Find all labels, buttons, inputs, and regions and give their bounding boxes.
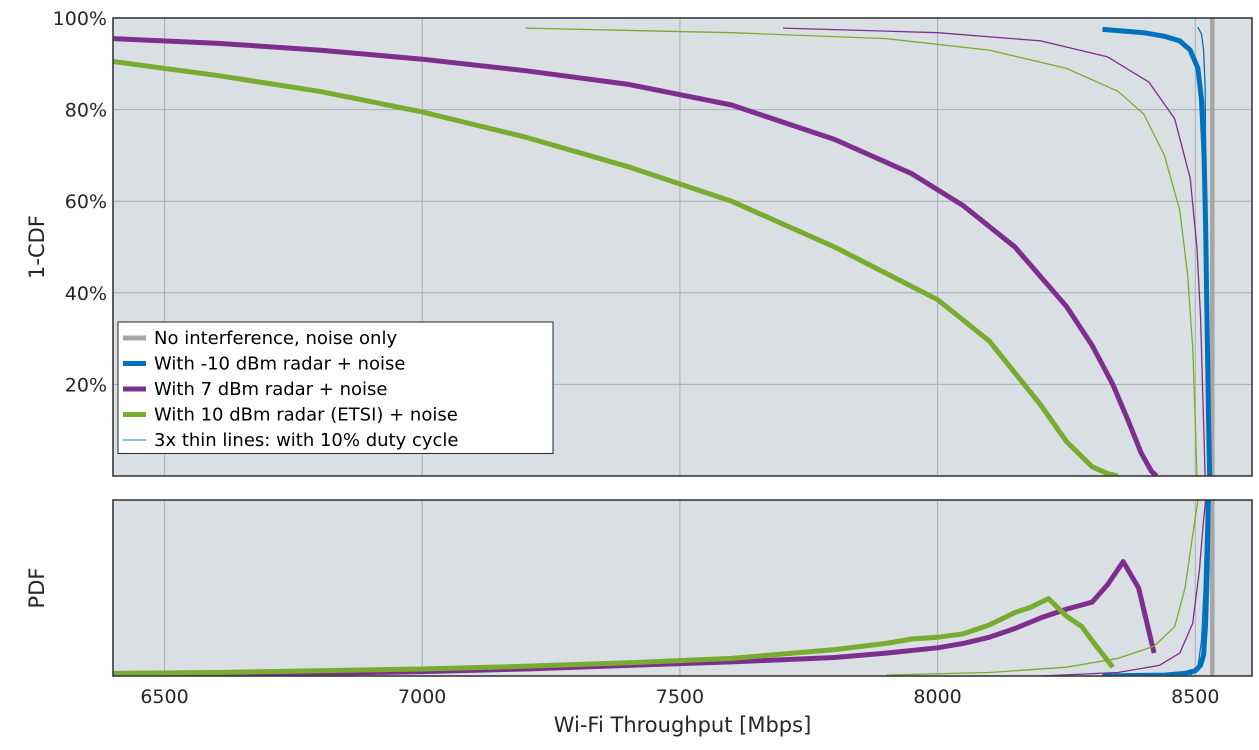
xtick-label-8000: 8000: [913, 686, 961, 708]
ytick-label-40: 40%: [65, 283, 107, 305]
legend-label-4: 3x thin lines: with 10% duty cycle: [154, 430, 459, 451]
ytick-label-80: 80%: [65, 100, 107, 122]
ytick-label-100: 100%: [53, 8, 107, 30]
panel-bottom: 6500 7000 7500 8000 8500 PDF Wi-Fi Throughput …: [25, 499, 1253, 737]
xtick-label-7000: 7000: [398, 686, 446, 708]
series-line-top-4: [525, 27, 1198, 476]
legend-label-0: No interference, noise only: [154, 328, 397, 349]
series-line-top-5: [782, 27, 1206, 476]
series-line-bottom-5: [1040, 500, 1207, 676]
series-line-bottom-6: [1189, 500, 1208, 676]
series-line-top-6: [1197, 26, 1209, 476]
ytick-label-20: 20%: [65, 374, 107, 396]
ylabel-top: 1-CDF: [25, 215, 49, 279]
frame-top: [112, 17, 1253, 477]
xtick-label-6500: 6500: [140, 686, 188, 708]
series-line-bottom-3: [113, 596, 1115, 676]
ylabel-bottom: PDF: [25, 568, 49, 609]
xtick-label-7500: 7500: [656, 686, 704, 708]
series-group-bottom: [113, 500, 1215, 676]
legend-label-2: With 7 dBm radar + noise: [154, 379, 387, 400]
panel-top: 20% 40% 60% 80% 100% 1-CDF No interference, no…: [25, 8, 1253, 477]
legend: No interference, noise only With -10 dBm …: [117, 321, 554, 454]
series-line-top-2: [113, 36, 1159, 476]
xlabel-bottom: Wi-Fi Throughput [Mbps]: [554, 713, 812, 737]
series-line-top-3: [113, 59, 1119, 476]
series-line-bottom-2: [113, 559, 1157, 676]
series-line-bottom-1: [1102, 500, 1212, 676]
frame-bottom: [112, 499, 1253, 677]
legend-label-1: With -10 dBm radar + noise: [154, 354, 405, 375]
series-group-top: [113, 18, 1215, 476]
legend-box: [117, 321, 554, 454]
series-line-bottom-4: [886, 500, 1199, 676]
legend-label-3: With 10 dBm radar (ETSI) + noise: [154, 405, 458, 426]
plot-area-bottom: [113, 500, 1252, 676]
xtick-label-8500: 8500: [1171, 686, 1219, 708]
ytick-label-60: 60%: [65, 191, 107, 213]
